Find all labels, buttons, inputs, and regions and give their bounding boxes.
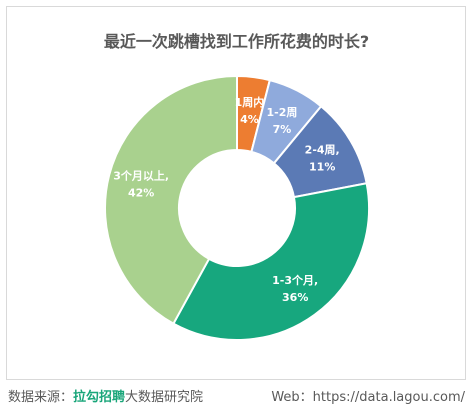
source-prefix: 数据来源：	[8, 390, 74, 405]
slice-label-name-4: 1-3个月,	[272, 273, 318, 287]
source-suffix: 大数据研究院	[125, 390, 204, 405]
slice-label-name-2: 1-2周	[267, 106, 298, 119]
donut-chart: 1周内 4% 1-2周 7% 2-4周, 11% 1-3个月, 36% 3个月以上, 42%	[104, 74, 370, 341]
slice-label-value-3: 11%	[309, 161, 335, 174]
slice-label-value-1: 4%	[240, 113, 259, 126]
slice-label-value-5: 42%	[128, 186, 154, 199]
donut-slice-4	[172, 182, 370, 341]
slice-label-name-1: 1周内	[235, 95, 265, 109]
slice-label-value-2: 7%	[273, 123, 292, 136]
footer: 数据来源：拉勾招聘大数据研究院 Web：https://data.lagou.c…	[8, 386, 465, 406]
web-address: Web：https://data.lagou.com/	[271, 390, 465, 405]
chart-title: 最近一次跳槽找到工作所花费的时长?	[103, 32, 370, 51]
source-brand: 拉勾招聘	[73, 390, 126, 405]
data-source: 数据来源：拉勾招聘大数据研究院	[8, 386, 203, 405]
slice-label-name-5: 3个月以上,	[113, 168, 169, 182]
slice-label-name-3: 2-4周,	[305, 144, 340, 157]
donut-slice-5	[104, 74, 238, 326]
slice-label-value-4: 36%	[282, 291, 308, 304]
